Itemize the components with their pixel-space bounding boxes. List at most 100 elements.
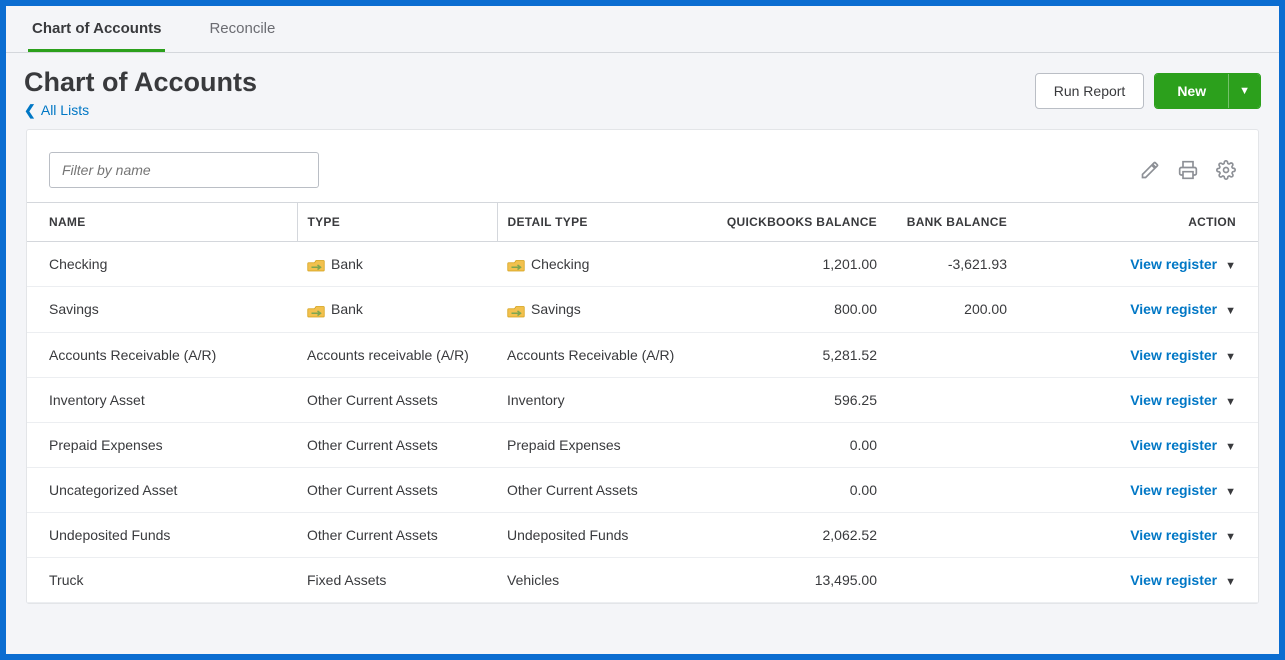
cell-name: Checking (27, 242, 297, 287)
cell-qb-balance: 800.00 (707, 287, 887, 332)
action-dropdown-icon[interactable]: ▼ (1225, 576, 1236, 588)
cell-action: View register ▼ (1017, 287, 1258, 332)
cell-action: View register ▼ (1017, 422, 1258, 467)
view-register-link[interactable]: View register (1130, 301, 1217, 317)
chevron-left-icon: ❮ (24, 102, 36, 118)
table-row: CheckingBankChecking1,201.00-3,621.93Vie… (27, 242, 1258, 287)
action-dropdown-icon[interactable]: ▼ (1225, 305, 1236, 317)
cell-qb-balance: 2,062.52 (707, 512, 887, 557)
table-row: Uncategorized AssetOther Current AssetsO… (27, 467, 1258, 512)
col-bank-balance[interactable]: BANK BALANCE (887, 203, 1017, 242)
cell-action: View register ▼ (1017, 467, 1258, 512)
main-tabs: Chart of Accounts Reconcile (6, 6, 1279, 53)
cell-bank-balance (887, 377, 1017, 422)
cell-detail: Checking (497, 242, 707, 287)
cell-qb-balance: 0.00 (707, 422, 887, 467)
view-register-link[interactable]: View register (1130, 392, 1217, 408)
gear-icon[interactable] (1216, 160, 1236, 180)
action-dropdown-icon[interactable]: ▼ (1225, 531, 1236, 543)
col-detail[interactable]: DETAIL TYPE (497, 203, 707, 242)
action-dropdown-icon[interactable]: ▼ (1225, 260, 1236, 272)
table-row: SavingsBankSavings800.00200.00View regis… (27, 287, 1258, 332)
edit-icon[interactable] (1140, 160, 1160, 180)
print-icon[interactable] (1178, 160, 1198, 180)
cell-type: Other Current Assets (297, 512, 497, 557)
accounts-panel: NAME TYPE DETAIL TYPE QUICKBOOKS BALANCE… (26, 129, 1259, 604)
cell-bank-balance: 200.00 (887, 287, 1017, 332)
action-dropdown-icon[interactable]: ▼ (1225, 396, 1236, 408)
table-toolbar (1140, 160, 1236, 180)
view-register-link[interactable]: View register (1130, 256, 1217, 272)
col-action: ACTION (1017, 203, 1258, 242)
cell-type: Accounts receivable (A/R) (297, 332, 497, 377)
cell-name: Inventory Asset (27, 377, 297, 422)
col-name[interactable]: NAME (27, 203, 297, 242)
cell-bank-balance: -3,621.93 (887, 242, 1017, 287)
table-row: Accounts Receivable (A/R)Accounts receiv… (27, 332, 1258, 377)
new-split-button: New ▼ (1154, 73, 1261, 109)
cell-qb-balance: 0.00 (707, 467, 887, 512)
run-report-button[interactable]: Run Report (1035, 73, 1145, 109)
bank-icon (507, 258, 525, 272)
table-row: Prepaid ExpensesOther Current AssetsPrep… (27, 422, 1258, 467)
cell-detail: Vehicles (497, 557, 707, 602)
bank-icon (307, 304, 325, 318)
action-dropdown-icon[interactable]: ▼ (1225, 486, 1236, 498)
cell-bank-balance (887, 467, 1017, 512)
tab-reconcile[interactable]: Reconcile (205, 6, 279, 52)
cell-name: Uncategorized Asset (27, 467, 297, 512)
tab-chart-of-accounts[interactable]: Chart of Accounts (28, 6, 165, 52)
cell-type: Other Current Assets (297, 467, 497, 512)
cell-qb-balance: 13,495.00 (707, 557, 887, 602)
cell-type: Other Current Assets (297, 422, 497, 467)
cell-qb-balance: 5,281.52 (707, 332, 887, 377)
cell-bank-balance (887, 422, 1017, 467)
bank-icon (307, 258, 325, 272)
cell-type: Fixed Assets (297, 557, 497, 602)
col-type[interactable]: TYPE (297, 203, 497, 242)
action-dropdown-icon[interactable]: ▼ (1225, 351, 1236, 363)
cell-action: View register ▼ (1017, 512, 1258, 557)
page-header: Chart of Accounts ❮ All Lists Run Report… (6, 53, 1279, 129)
view-register-link[interactable]: View register (1130, 527, 1217, 543)
cell-type: Other Current Assets (297, 377, 497, 422)
cell-action: View register ▼ (1017, 242, 1258, 287)
cell-detail: Accounts Receivable (A/R) (497, 332, 707, 377)
cell-type: Bank (297, 242, 497, 287)
cell-name: Prepaid Expenses (27, 422, 297, 467)
cell-qb-balance: 596.25 (707, 377, 887, 422)
cell-bank-balance (887, 332, 1017, 377)
table-row: TruckFixed AssetsVehicles13,495.00 View r… (27, 557, 1258, 602)
cell-detail: Other Current Assets (497, 467, 707, 512)
view-register-link[interactable]: View register (1130, 482, 1217, 498)
cell-detail: Prepaid Expenses (497, 422, 707, 467)
view-register-link[interactable]: View register (1130, 572, 1217, 588)
view-register-link[interactable]: View register (1130, 347, 1217, 363)
cell-action: View register ▼ (1017, 377, 1258, 422)
table-row: Inventory AssetOther Current AssetsInven… (27, 377, 1258, 422)
page-title: Chart of Accounts (24, 67, 257, 98)
cell-qb-balance: 1,201.00 (707, 242, 887, 287)
new-button[interactable]: New (1155, 74, 1228, 108)
filter-input[interactable] (49, 152, 319, 188)
accounts-table: NAME TYPE DETAIL TYPE QUICKBOOKS BALANCE… (27, 202, 1258, 603)
cell-type: Bank (297, 287, 497, 332)
cell-detail: Inventory (497, 377, 707, 422)
new-dropdown-button[interactable]: ▼ (1228, 74, 1260, 108)
cell-name: Accounts Receivable (A/R) (27, 332, 297, 377)
cell-name: Undeposited Funds (27, 512, 297, 557)
bank-icon (507, 304, 525, 318)
cell-action: View register ▼ (1017, 332, 1258, 377)
app-window: Chart of Accounts Reconcile Chart of Acc… (6, 6, 1279, 654)
table-row: Undeposited FundsOther Current AssetsUnd… (27, 512, 1258, 557)
view-register-link[interactable]: View register (1130, 437, 1217, 453)
cell-name: Savings (27, 287, 297, 332)
breadcrumb-all-lists[interactable]: All Lists (41, 102, 89, 118)
cell-detail: Undeposited Funds (497, 512, 707, 557)
cell-name: Truck (27, 557, 297, 602)
cell-detail: Savings (497, 287, 707, 332)
cell-bank-balance (887, 512, 1017, 557)
col-qb-balance[interactable]: QUICKBOOKS BALANCE (707, 203, 887, 242)
breadcrumb: ❮ All Lists (24, 102, 257, 119)
action-dropdown-icon[interactable]: ▼ (1225, 441, 1236, 453)
